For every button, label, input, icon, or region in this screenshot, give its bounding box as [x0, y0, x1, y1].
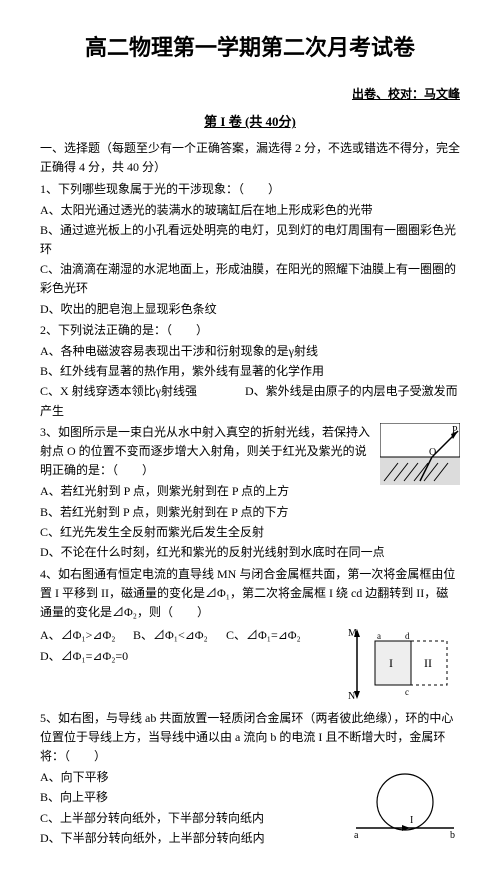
q5-figure: a b I — [350, 768, 460, 848]
q4-label-ii: II — [424, 656, 432, 670]
page-title: 高二物理第一学期第二次月考试卷 — [40, 30, 460, 65]
q5-label-a: a — [354, 830, 359, 841]
q2-options: A、各种电磁波容易表现出干涉和衍射现象的是γ射线 B、红外线有显著的热作用，紫外… — [40, 342, 460, 421]
q2-opt-cd: C、X 射线穿透本领比γ射线强 D、紫外线是由原子的内层电子受激发而产生 — [40, 382, 460, 420]
q3-label-p: P — [452, 425, 458, 436]
q4-stem: 4、如右图通有恒定电流的直导线 MN 与闭合金属框共面，第一次将金属框由位置 I… — [40, 565, 460, 623]
q3-opt-b: B、若红光射到 P 点，则紫光射到在 P 点的下方 — [40, 503, 460, 522]
q4-label-a: a — [377, 631, 381, 641]
q4-opt-d: D、⊿Φ₁=⊿Φ₂=0 — [40, 647, 130, 666]
q3-opt-a: A、若红光射到 P 点，则紫光射到在 P 点的上方 — [40, 482, 460, 501]
author-credit: 出卷、校对：马文峰 — [40, 85, 460, 104]
q1-opt-c: C、油滴滴在潮湿的水泥地面上，形成油膜，在阳光的照耀下油膜上有一圈圈的彩色光环 — [40, 260, 460, 298]
q3-figure: O P — [380, 423, 460, 485]
q4-label-n: N — [348, 691, 355, 702]
q3-label-o: O — [429, 447, 436, 458]
q4-opt-a: A、⊿Φ₁>⊿Φ₂ — [40, 626, 130, 645]
q5-label-b: b — [450, 830, 455, 841]
q1-stem: 1、下列哪些现象属于光的干涉现象：（ ） — [40, 180, 460, 199]
q1-opt-a: A、太阳光通过透光的装满水的玻璃缸后在地上形成彩色的光带 — [40, 201, 460, 220]
instructions: 一、选择题（每题至少有一个正确答案，漏选得 2 分，不选或错选不得分，完全正确得… — [40, 139, 460, 177]
q4-opt-c: C、⊿Φ₁=⊿Φ₂ — [226, 626, 316, 645]
q3-opt-c: C、红光先发生全反射而紫光后发生全反射 — [40, 523, 460, 542]
q1-opt-d: D、吹出的肥皂泡上显现彩色条纹 — [40, 300, 460, 319]
q2-opt-a: A、各种电磁波容易表现出干涉和衍射现象的是γ射线 — [40, 342, 460, 361]
q4-opt-b: B、⊿Φ₁<⊿Φ₂ — [133, 626, 223, 645]
q4-figure: M N a d c I II — [345, 625, 460, 703]
q3-opt-d: D、不论在什么时刻，红光和紫光的反射光线射到水底时在同一点 — [40, 543, 460, 562]
q4-label-d: d — [405, 631, 410, 641]
q1-opt-b: B、通过遮光板上的小孔看远处明亮的电灯，见到灯的电灯周围有一圈圈彩色光环 — [40, 221, 460, 259]
q2-stem: 2、下列说法正确的是：（ ） — [40, 321, 460, 340]
q4-label-i: I — [389, 656, 393, 670]
q5-stem: 5、如右图，与导线 ab 共面放置一轻质闭合金属环（两者彼此绝缘），环的中心位置… — [40, 709, 460, 767]
q2-opt-b: B、红外线有显著的热作用，紫外线有显著的化学作用 — [40, 362, 460, 381]
q3-options: A、若红光射到 P 点，则紫光射到在 P 点的上方 B、若红光射到 P 点，则紫… — [40, 482, 460, 562]
q4-label-c: c — [405, 687, 409, 697]
q4-label-m: M — [348, 628, 357, 639]
section-header: 第 I 卷 (共 40分) — [40, 112, 460, 133]
q5-label-i: I — [410, 815, 413, 826]
q1-options: A、太阳光通过透光的装满水的玻璃缸后在地上形成彩色的光带 B、通过遮光板上的小孔… — [40, 201, 460, 319]
